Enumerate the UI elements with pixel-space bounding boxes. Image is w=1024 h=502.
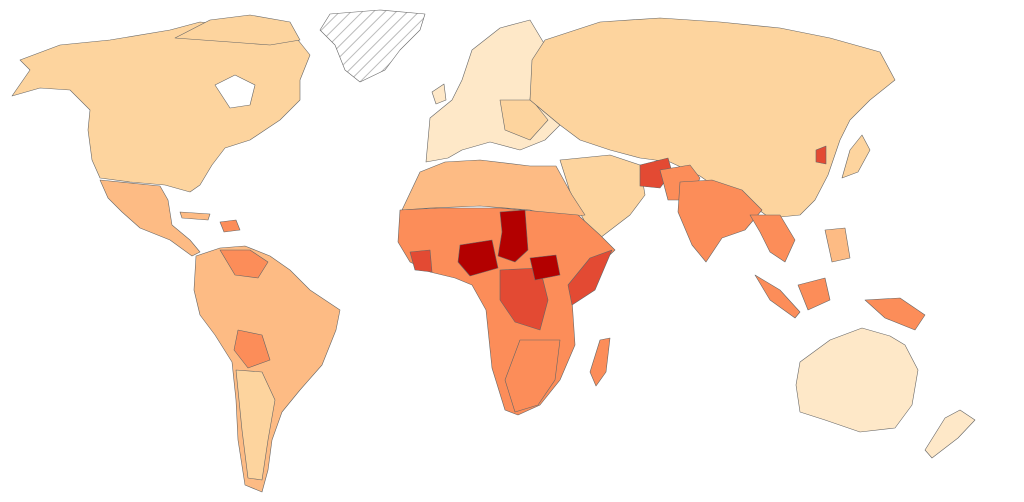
region xyxy=(409,249,433,273)
region xyxy=(179,211,211,221)
region xyxy=(677,179,763,263)
region xyxy=(589,337,611,387)
region xyxy=(497,209,529,263)
region xyxy=(193,245,341,493)
region xyxy=(457,239,499,277)
region xyxy=(824,227,851,263)
region xyxy=(864,297,926,331)
region xyxy=(397,207,616,416)
region xyxy=(235,369,276,481)
region xyxy=(841,134,871,179)
region xyxy=(11,21,311,193)
region xyxy=(219,249,269,279)
region xyxy=(924,409,976,459)
region xyxy=(754,274,801,319)
region xyxy=(797,277,831,311)
region-no-data xyxy=(319,9,426,83)
region xyxy=(567,249,613,306)
region xyxy=(499,99,549,141)
region xyxy=(529,254,561,281)
region xyxy=(214,74,256,109)
region xyxy=(99,179,201,257)
region xyxy=(504,339,561,413)
region xyxy=(431,83,447,105)
region xyxy=(529,17,896,219)
region xyxy=(233,329,271,369)
region xyxy=(401,159,586,219)
region xyxy=(795,327,919,433)
region xyxy=(749,214,796,263)
region xyxy=(815,145,827,165)
region xyxy=(174,14,301,46)
region xyxy=(219,219,241,233)
